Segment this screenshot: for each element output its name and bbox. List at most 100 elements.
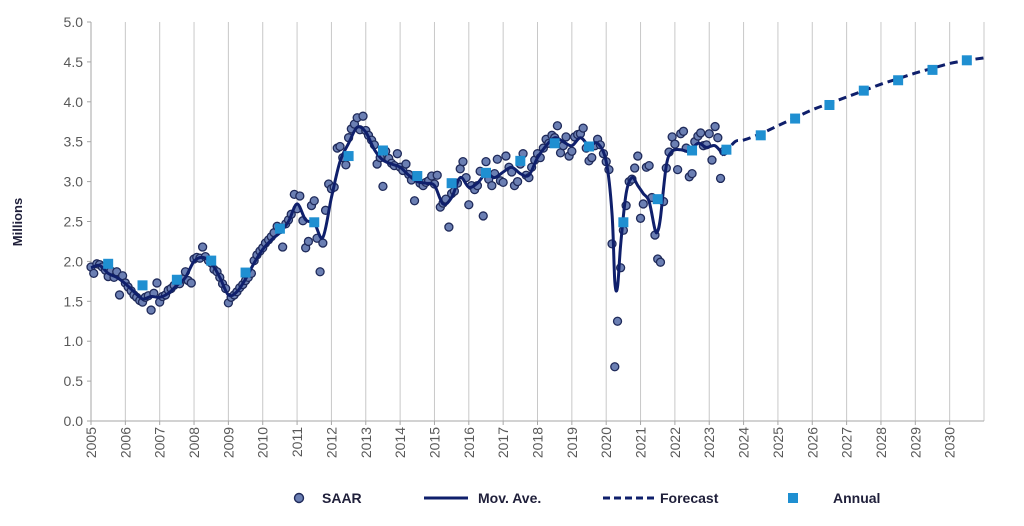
annual-point [790,113,801,124]
annual-point [446,178,457,189]
y-tick-label: 4.0 [64,94,84,110]
y-tick-label: 3.5 [64,134,84,150]
annual-point [240,267,251,278]
annual-point [377,145,388,156]
annual-point [858,85,869,96]
saar-point [392,149,403,159]
x-tick-label: 2010 [255,427,271,458]
circle-marker-icon [293,492,305,504]
gridlines [90,22,985,421]
saar-point [710,121,720,132]
x-tick-label: 2019 [564,427,580,458]
annual-point [103,258,114,269]
annual-point [824,99,835,110]
annual-point [274,223,285,234]
x-tick-label: 2013 [358,427,374,458]
legend-item-annual: Annual [788,490,880,506]
saar-point [567,146,577,156]
saar-point [401,159,411,169]
saar-point [278,242,288,252]
x-tick-label: 2023 [701,427,717,458]
annual-point [961,55,972,66]
saar-point [610,362,620,372]
x-tick-label: 2029 [907,427,923,458]
legend: SAAR Mov. Ave. Forecast Annual [293,490,880,506]
x-tick-label: 2030 [942,427,958,458]
saar-point [630,163,640,173]
legend-item-saar: SAAR [293,490,362,506]
x-tick-label: 2007 [152,427,168,458]
x-tick-label: 2028 [873,427,889,458]
x-tick-label: 2027 [839,427,855,458]
saar-point [678,126,689,136]
annual-point [652,194,663,205]
x-tick-label: 2026 [804,427,820,458]
saar-point [552,121,563,131]
annual-point [549,138,560,149]
saar-point [670,139,680,149]
annual-point [721,144,732,155]
x-tick-label: 2024 [736,427,752,458]
saar-point [295,191,305,201]
saar-point [687,168,697,179]
y-axis-title: Millions [10,198,25,246]
saar-point [464,200,474,210]
x-tick-label: 2018 [530,427,546,458]
saar-point [707,155,717,165]
annual-point [584,141,595,152]
legend-item-mov-ave: Mov. Ave. [424,490,541,506]
y-tick-label: 5.0 [64,14,84,30]
x-tick-label: 2009 [220,427,236,458]
saar-point [186,278,196,288]
x-tick-label: 2011 [289,427,305,457]
saar-point [492,154,502,164]
saar-point [578,123,588,133]
y-tick-label: 0.5 [64,373,84,389]
x-tick-label: 2015 [426,427,442,458]
annual-point [927,64,938,75]
y-tick-label: 3.0 [64,174,84,190]
saar-point [487,180,497,191]
annual-point [206,255,217,266]
annual-point [755,130,766,141]
saar-point [481,156,491,167]
forecast-line [722,56,985,157]
saar-point [89,268,99,279]
annual-point [309,217,320,228]
x-tick-label: 2025 [770,427,786,458]
saar-point [713,133,723,143]
legend-label-saar: SAAR [322,490,362,506]
annual-point [515,155,526,166]
annual-point [171,274,182,285]
square-marker-icon [788,493,798,503]
annual-point [893,75,904,86]
series-group [86,55,985,372]
legend-item-forecast: Forecast [603,490,719,506]
legend-label-annual: Annual [833,490,880,506]
x-tick-label: 2012 [323,427,339,458]
legend-label-forecast: Forecast [660,490,719,506]
x-tick-label: 2008 [186,427,202,458]
saar-point [587,153,597,163]
annual-point [618,217,629,228]
saar-point [695,128,706,138]
y-tick-label: 1.5 [64,293,84,309]
x-tick-label: 2020 [598,427,614,458]
saar-point [512,176,523,187]
saar-point [704,129,714,139]
saar-point [561,132,571,142]
x-tick-label: 2006 [117,427,133,458]
x-tick-label: 2016 [461,427,477,458]
saar-point [633,151,643,161]
saar-point [672,164,683,175]
saar-point [409,196,420,206]
y-tick-label: 2.0 [64,253,84,269]
saar-point [612,316,623,326]
annual-point [480,167,491,178]
x-tick-label: 2021 [633,427,649,458]
saar-point [152,278,162,288]
y-tick-label: 1.0 [64,333,84,349]
annual-point [137,280,148,291]
